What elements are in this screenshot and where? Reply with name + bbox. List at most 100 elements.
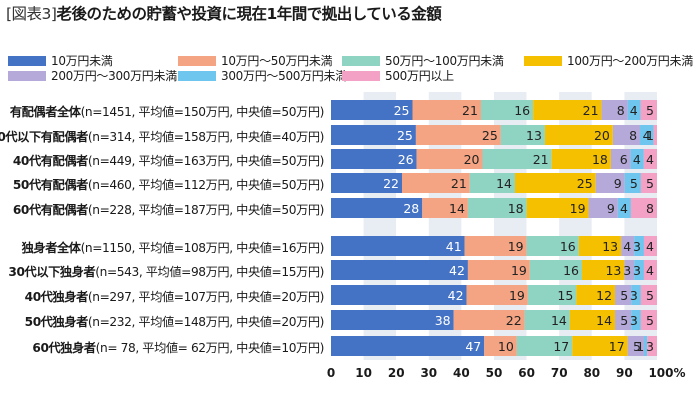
bar-segment [524, 310, 570, 330]
row-label: 40代独身者(n=297, 平均値=107万円, 中央値=20万円) [24, 287, 325, 305]
bar-segment [402, 173, 470, 193]
row-category: 40代独身者 [24, 290, 89, 304]
data-label: 14 [551, 313, 567, 328]
bar-segment [482, 149, 552, 169]
data-label: 9 [614, 176, 622, 191]
chart-title-prefix: [図表3] [6, 5, 57, 23]
legend-swatch [8, 70, 46, 81]
data-label: 3 [646, 339, 654, 354]
bar-segment [640, 285, 657, 305]
bar-segment [576, 285, 616, 305]
data-label: 20 [594, 128, 610, 143]
data-label: 13 [605, 263, 621, 278]
data-label: 42 [449, 263, 465, 278]
data-label: 3 [623, 263, 631, 278]
chart-title-text: 老後のための貯蓄や投資に現在1年間で拠出している金額 [56, 5, 442, 23]
legend-swatch [342, 55, 380, 66]
row-category: 有配偶者全体 [9, 105, 81, 119]
row-detail: (n=232, 平均値=148万円, 中央値=20万円) [87, 315, 324, 329]
legend-label: 100万円～200万円未満 [567, 54, 693, 68]
row-label: 40代有配偶者(n=449, 平均値=163万円, 中央値=50万円) [12, 151, 325, 169]
data-label: 17 [553, 339, 569, 354]
data-label: 16 [514, 103, 530, 118]
row-category: 30代以下独身者 [8, 265, 96, 279]
bar-segment [640, 310, 657, 330]
row-category: 40代有配偶者 [12, 154, 89, 168]
data-label: 9 [607, 201, 615, 216]
data-label: 26 [398, 152, 414, 167]
legend-item: 10万円未満 [8, 52, 113, 69]
data-label: 25 [482, 128, 498, 143]
data-label: 42 [448, 288, 464, 303]
bar-segment [500, 125, 545, 145]
data-label: 3 [633, 239, 641, 254]
data-label: 19 [511, 263, 527, 278]
data-label: 5 [620, 288, 628, 303]
data-label: 8 [646, 201, 654, 216]
legend-label: 300万円～500万円未満 [221, 69, 347, 83]
bar-segment [331, 310, 454, 330]
bar-segment [640, 100, 657, 120]
row-category: 30代以下有配偶者 [0, 130, 88, 144]
bar-segment [464, 236, 527, 256]
data-label: 4 [620, 201, 628, 216]
bar-segment [467, 260, 530, 280]
data-label: 16 [560, 239, 576, 254]
data-label: 5 [646, 313, 654, 328]
row-label: 50代独身者(n=232, 平均値=148万円, 中央値=20万円) [25, 312, 325, 330]
data-label: 8 [617, 103, 625, 118]
data-label: 41 [446, 239, 462, 254]
x-tick-label: 20 [388, 366, 405, 380]
data-label: 47 [465, 339, 481, 354]
row-label: 50代有配偶者(n=460, 平均値=112万円, 中央値=50万円) [13, 175, 325, 193]
data-label: 21 [583, 103, 599, 118]
data-label: 21 [533, 152, 549, 167]
bar-segment [331, 198, 423, 218]
bar-segment [615, 285, 632, 305]
legend-label: 10万円未満 [51, 54, 113, 68]
data-label: 19 [570, 201, 586, 216]
data-label: 4 [643, 128, 651, 143]
data-label: 4 [646, 239, 654, 254]
legend-item: 100万円～200万円未満 [524, 52, 693, 69]
legend-item: 300万円～500万円未満 [178, 67, 347, 84]
bar-segment [615, 310, 632, 330]
data-label: 18 [508, 201, 524, 216]
data-label: 15 [557, 288, 573, 303]
bar-segment [572, 336, 628, 356]
x-tick-label: 0 [327, 366, 335, 380]
data-label: 22 [506, 313, 522, 328]
legend-item: 10万円～50万円未満 [178, 52, 333, 69]
data-label: 4 [623, 239, 631, 254]
bar-segment [643, 236, 657, 256]
bar-segment [514, 173, 596, 193]
x-tick-label: 10 [355, 366, 372, 380]
bar-segment [331, 125, 416, 145]
data-label: 1 [646, 128, 654, 143]
legend-swatch [178, 55, 216, 66]
bar-segment [484, 336, 517, 356]
row-category: 60代独身者 [32, 341, 96, 355]
data-label: 6 [620, 152, 628, 167]
row-detail: (n=449, 平均値=163万円, 中央値=50万円) [87, 154, 324, 168]
data-label: 22 [383, 176, 399, 191]
x-tick-label: 90 [616, 366, 633, 380]
bar-segment [630, 149, 644, 169]
bar-segment [621, 236, 635, 256]
data-label: 25 [394, 103, 410, 118]
row-label: 有配偶者全体(n=1451, 平均値=150万円, 中央値=50万円) [9, 102, 325, 120]
row-detail: (n=228, 平均値=187万円, 中央値=50万円) [87, 203, 324, 217]
bar-segment [643, 149, 657, 169]
bar-segment [331, 336, 485, 356]
bar-segment [612, 125, 641, 145]
bar-segment [627, 336, 644, 356]
data-label: 1 [636, 339, 644, 354]
legend-swatch [178, 70, 216, 81]
bar-segment [544, 125, 613, 145]
data-label: 12 [596, 288, 612, 303]
data-label: 10 [498, 339, 514, 354]
bar-segment [640, 173, 657, 193]
bar-segment [469, 173, 515, 193]
bar-segment [527, 285, 577, 305]
row-detail: (n=1451, 平均値=150万円, 中央値=50万円) [80, 105, 325, 119]
